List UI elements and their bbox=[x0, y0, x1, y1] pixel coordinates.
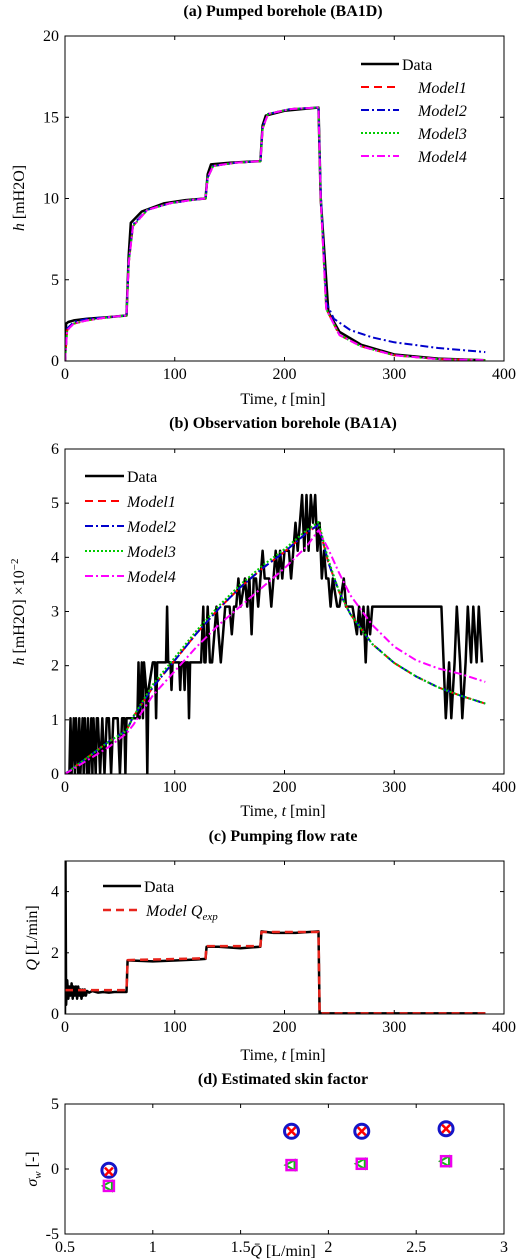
y-tick-label: 4 bbox=[51, 549, 59, 566]
legend-label-model3: Model3 bbox=[417, 126, 467, 143]
y-tick-label: 0 bbox=[51, 1006, 59, 1023]
skin-marker-triangle bbox=[100, 1179, 113, 1193]
skin-marker-square bbox=[439, 1154, 453, 1168]
panel-c-axes-box bbox=[64, 860, 505, 1015]
legend-label-model2: Model2 bbox=[417, 103, 467, 120]
skin-marker-cross bbox=[441, 1123, 451, 1134]
series-model4-line bbox=[65, 106, 486, 361]
x-tick-label: 0.5 bbox=[55, 1239, 75, 1256]
legend-label-model1: Model1 bbox=[126, 494, 176, 511]
y-tick-label: 0 bbox=[51, 353, 59, 370]
skin-marker-circle bbox=[100, 1161, 118, 1179]
panel-a-legend: Data Model1 Model2 Model3 Model4 bbox=[361, 57, 467, 166]
y-tick-label: 4 bbox=[51, 884, 59, 901]
panel-d-xlabel: Q̄ [L/min] bbox=[250, 1243, 315, 1259]
panel-d-title: (d) Estimated skin factor bbox=[198, 1071, 368, 1088]
skin-marker-triangle bbox=[283, 1158, 296, 1172]
x-tick-label: 300 bbox=[382, 779, 406, 796]
x-tick-label: 200 bbox=[273, 366, 297, 383]
x-tick-label: 0 bbox=[61, 779, 69, 796]
panel-b-legend: Data Model1 Model2 Model3 Model4 bbox=[85, 469, 176, 586]
skin-marker-square bbox=[102, 1179, 116, 1193]
y-tick-label: -5 bbox=[46, 1226, 59, 1243]
x-tick-label: 1 bbox=[149, 1239, 157, 1256]
y-tick-label: 10 bbox=[43, 191, 59, 208]
x-tick-label: 100 bbox=[163, 1019, 187, 1036]
legend-label-model4: Model4 bbox=[126, 569, 176, 586]
series-model4-line bbox=[65, 529, 486, 774]
y-tick-label: 3 bbox=[51, 604, 59, 621]
y-tick-label: 6 bbox=[51, 441, 59, 458]
legend-label-model1: Model1 bbox=[417, 80, 467, 97]
skin-marker-square bbox=[355, 1157, 369, 1171]
skin-marker-cross bbox=[104, 1166, 114, 1177]
y-tick-label: 2 bbox=[51, 945, 59, 962]
series-model2-line bbox=[65, 106, 486, 361]
panel-d-axes-box bbox=[64, 1103, 505, 1235]
panel-a-xlabel: Time, t [min] bbox=[240, 391, 325, 408]
legend-label-model-qexp: Model Qexp bbox=[145, 903, 218, 923]
legend-label-model2: Model2 bbox=[126, 519, 176, 536]
skin-marker-circle bbox=[437, 1120, 455, 1138]
y-tick-label: 15 bbox=[43, 109, 59, 126]
skin-marker-circle bbox=[353, 1122, 371, 1140]
panel-a-title: (a) Pumped borehole (BA1D) bbox=[183, 3, 382, 20]
x-tick-label: 1.5 bbox=[231, 1239, 251, 1256]
panel-c-legend: Data Model Qexp bbox=[103, 879, 218, 923]
x-tick-label: 100 bbox=[163, 366, 187, 383]
series-model3-line bbox=[65, 521, 486, 774]
x-tick-label: 3 bbox=[500, 1239, 508, 1256]
skin-marker-triangle bbox=[353, 1157, 366, 1171]
panel-c-title: (c) Pumping flow rate bbox=[209, 828, 358, 845]
y-tick-label: 20 bbox=[43, 28, 59, 45]
x-tick-label: 400 bbox=[492, 779, 516, 796]
series-data-line bbox=[65, 493, 484, 774]
legend-label-model4: Model4 bbox=[417, 149, 467, 166]
series-model1-line bbox=[65, 106, 486, 361]
y-tick-label: 0 bbox=[51, 1161, 59, 1178]
x-tick-label: 200 bbox=[273, 779, 297, 796]
panel-c: (c) Pumping flow rate 0 100 200 300 400 0 2 4 T… bbox=[24, 828, 516, 1064]
x-tick-label: 0 bbox=[61, 1019, 69, 1036]
x-tick-label: 100 bbox=[163, 779, 187, 796]
x-tick-label: 400 bbox=[492, 366, 516, 383]
panel-a: (a) Pumped borehole (BA1D) 0 100 200 300 400… bbox=[11, 3, 516, 408]
x-tick-label: 0 bbox=[61, 366, 69, 383]
legend-label-model3: Model3 bbox=[126, 544, 176, 561]
panel-c-xlabel: Time, t [min] bbox=[240, 1047, 325, 1064]
y-tick-label: 2 bbox=[51, 658, 59, 675]
y-tick-label: 5 bbox=[51, 1096, 59, 1113]
panel-a-ylabel: h [mH2O] bbox=[11, 165, 28, 231]
panel-b: (b) Observation borehole (BA1A) 0 100 200 3… bbox=[9, 415, 516, 820]
y-tick-label: 0 bbox=[51, 766, 59, 783]
legend-label-data: Data bbox=[144, 879, 174, 896]
x-tick-label: 200 bbox=[273, 1019, 297, 1036]
x-tick-label: 2.5 bbox=[406, 1239, 426, 1256]
panel-b-xlabel: Time, t [min] bbox=[240, 803, 325, 820]
series-model3-line bbox=[65, 106, 486, 361]
y-tick-label: 1 bbox=[51, 712, 59, 729]
panel-b-title: (b) Observation borehole (BA1A) bbox=[169, 415, 397, 432]
x-tick-label: 2 bbox=[324, 1239, 332, 1256]
y-tick-label: 5 bbox=[51, 272, 59, 289]
series-data-line bbox=[65, 106, 486, 361]
legend-label-data: Data bbox=[402, 57, 432, 74]
skin-marker-cross bbox=[286, 1126, 297, 1137]
x-tick-label: 400 bbox=[492, 1019, 516, 1036]
legend-label-data: Data bbox=[127, 469, 157, 486]
panel-d-ylabel: σw [-] bbox=[24, 1151, 44, 1186]
panel-c-ylabel: Q [L/min] bbox=[24, 905, 41, 970]
skin-marker-square bbox=[285, 1158, 298, 1172]
panel-b-ylabel: h [mH2O] ×10−2 bbox=[9, 559, 28, 666]
x-tick-label: 300 bbox=[382, 366, 406, 383]
series-model-q-exp-line bbox=[65, 930, 486, 1014]
skin-marker-circle bbox=[283, 1122, 301, 1140]
x-tick-label: 300 bbox=[382, 1019, 406, 1036]
skin-marker-cross bbox=[356, 1126, 367, 1137]
panel-d: (d) Estimated skin factor 0.5 1 1.5 2 2.5 3 -5… bbox=[24, 1071, 508, 1259]
series-data-line bbox=[65, 861, 486, 1014]
skin-marker-triangle bbox=[437, 1154, 451, 1168]
y-tick-label: 5 bbox=[51, 495, 59, 512]
